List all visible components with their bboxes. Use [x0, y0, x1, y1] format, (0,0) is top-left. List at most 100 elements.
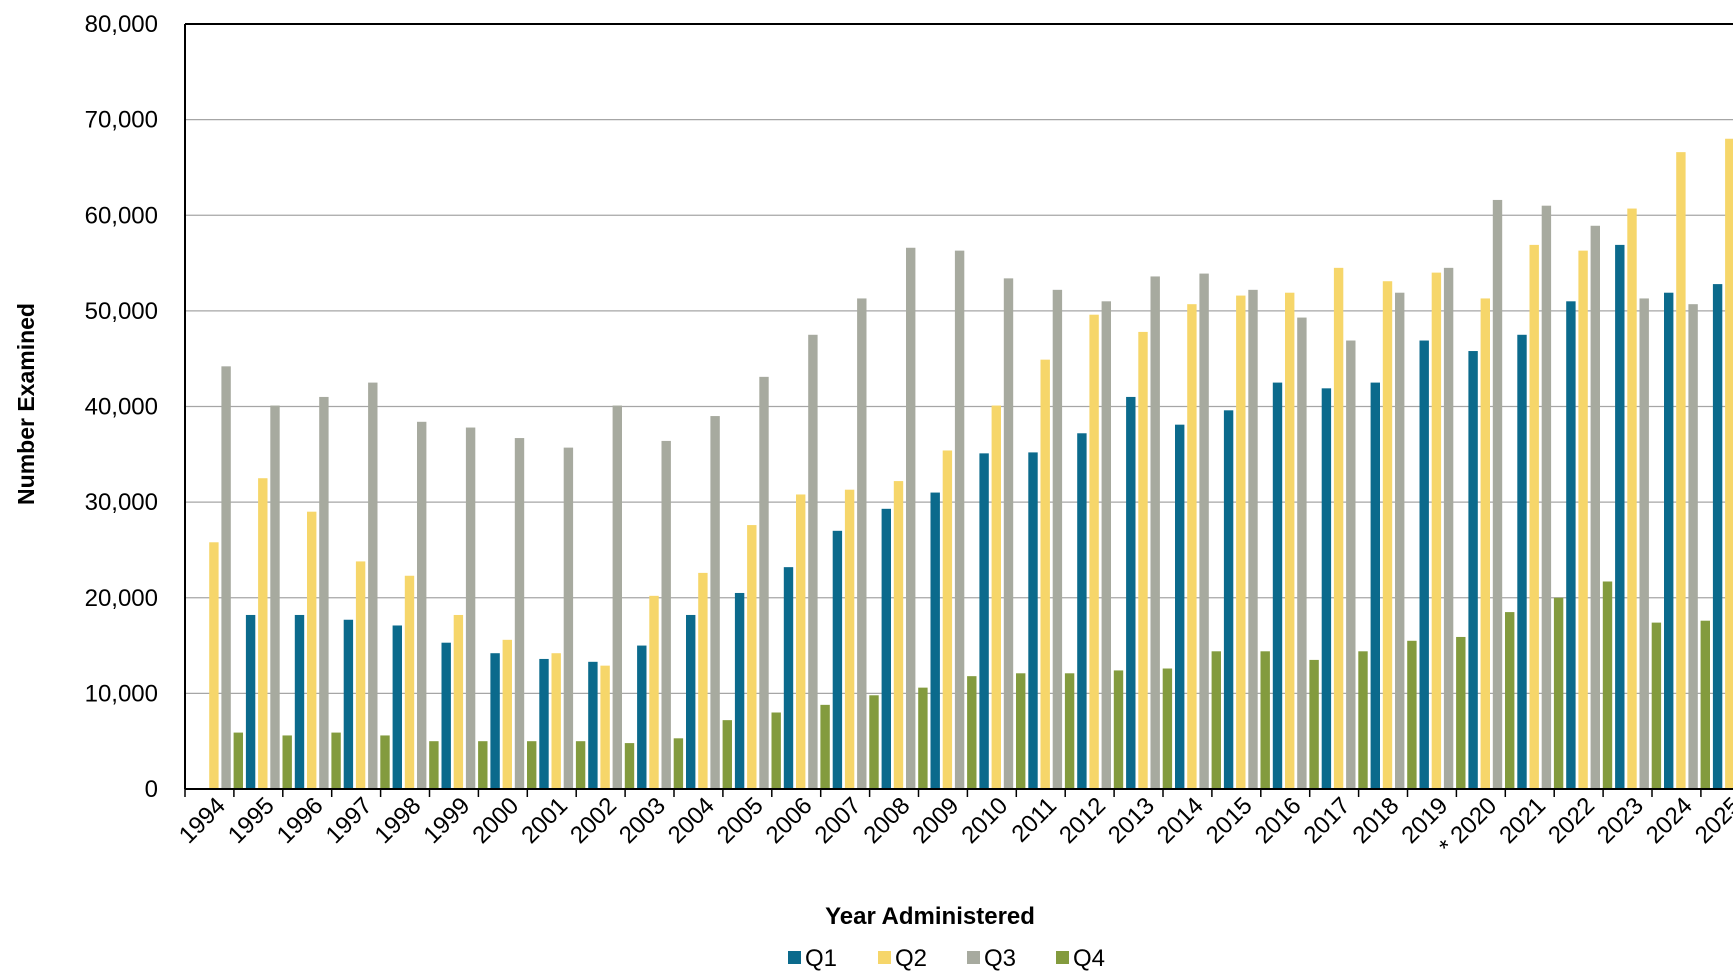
axes — [184, 23, 1733, 797]
bar-q3-1999 — [465, 427, 476, 789]
bar-q1-2025 — [1712, 284, 1723, 789]
bar-q3-2008 — [906, 247, 916, 789]
bar-q2-1995 — [258, 478, 268, 789]
bar-q4-2020 — [1505, 612, 1515, 789]
bar-q3-1998 — [417, 421, 427, 789]
bar-q2-2020 — [1480, 298, 1490, 789]
x-tick-label: 2002 — [565, 792, 622, 849]
bar-q3-2003 — [661, 440, 671, 789]
bar-q1-2005 — [734, 592, 745, 789]
bar-q1-2022 — [1566, 301, 1576, 789]
bar-q2-2000 — [502, 639, 512, 789]
x-tick-label: 2000 — [467, 792, 524, 849]
bar-q3-2018 — [1395, 292, 1405, 789]
bar-q2-2005 — [747, 525, 757, 789]
legend-swatch — [1056, 951, 1069, 964]
bar-q1-2009 — [930, 492, 940, 789]
bar-q3-2023 — [1639, 298, 1649, 789]
bar-q4-2015 — [1260, 651, 1270, 789]
bar-q3-2006 — [808, 334, 818, 789]
x-tick-label: 2016 — [1250, 792, 1307, 849]
y-tick-labels: 0 10,000 20,000 30,000 40,000 50,000 60,000 70,… — [85, 11, 158, 803]
bar-q2-1998 — [404, 575, 415, 789]
bar-q1-2017 — [1321, 388, 1332, 789]
y-tick-label: 80,000 — [85, 11, 158, 38]
legend: Q1 Q2 Q3 Q4 — [788, 945, 1105, 972]
bar-q1-2006 — [783, 567, 794, 789]
x-tick-labels: 1994199519961997199819992000200120022003… — [174, 792, 1733, 860]
bar-q2-2011 — [1040, 359, 1050, 789]
bar-q1-2013 — [1126, 396, 1136, 789]
x-tick-label: 1997 — [321, 792, 378, 849]
bar-q4-2021 — [1553, 597, 1564, 789]
y-tick-label: 10,000 — [85, 680, 158, 707]
bar-q1-2019 — [1419, 340, 1429, 789]
bar-q1-1995 — [245, 614, 256, 789]
legend-label: Q3 — [984, 945, 1016, 972]
x-tick-label: 2007 — [810, 792, 867, 849]
bar-q3-2014 — [1199, 273, 1209, 789]
x-axis-title: Year Administered — [825, 903, 1035, 930]
x-tick-label: 1996 — [272, 792, 329, 849]
legend-swatch — [967, 951, 980, 964]
bar-q4-2022 — [1602, 581, 1613, 789]
bar-q2-2003 — [649, 595, 659, 789]
bar-q4-2013 — [1162, 668, 1173, 789]
x-tick-label: 2024 — [1641, 792, 1698, 849]
bar-q1-2001 — [539, 658, 549, 789]
bar-q2-1997 — [355, 561, 366, 789]
x-tick-label: 2010 — [956, 792, 1013, 849]
legend-item-q2: Q2 — [878, 945, 927, 972]
bar-q1-2018 — [1370, 382, 1380, 789]
bar-q4-2017 — [1358, 651, 1368, 789]
x-tick-label: 2009 — [907, 792, 964, 849]
bar-q3-2013 — [1150, 276, 1160, 789]
bar-q3-2015 — [1248, 289, 1258, 789]
bar-q4-2024 — [1700, 620, 1710, 789]
bar-q1-2000 — [490, 653, 500, 789]
x-tick-label: 2003 — [614, 792, 671, 849]
bar-q1-2020 — [1468, 351, 1478, 789]
bar-q1-2010 — [979, 453, 989, 789]
bar-q4-2010 — [1016, 673, 1026, 789]
bar-q1-2024 — [1664, 292, 1674, 789]
bar-q1-1996 — [294, 614, 305, 789]
x-tick-label: 2015 — [1201, 792, 1258, 849]
bar-q4-2006 — [820, 704, 830, 789]
x-tick-label: 2008 — [859, 792, 916, 849]
bar-q2-2007 — [844, 489, 855, 789]
bar-q3-2004 — [710, 416, 720, 789]
bar-q3-1994 — [221, 366, 231, 789]
bar-q4-2002 — [624, 743, 635, 789]
bar-q3-1997 — [368, 382, 378, 789]
x-tick-label: 2013 — [1103, 792, 1160, 849]
bar-q2-2009 — [942, 450, 953, 789]
legend-label: Q2 — [895, 945, 927, 972]
bar-q4-2016 — [1309, 659, 1319, 789]
x-tick-label: 1994 — [174, 792, 231, 849]
x-tick-label: 1999 — [418, 792, 475, 849]
bar-q4-2023 — [1651, 622, 1662, 789]
bar-q1-2008 — [881, 508, 891, 789]
x-tick-label: 2021 — [1494, 792, 1551, 849]
bar-q2-1994 — [209, 542, 219, 789]
bar-q4-2019 — [1456, 636, 1466, 789]
bar-q2-2025 — [1725, 138, 1733, 789]
bar-q3-2016 — [1297, 317, 1307, 789]
bar-q2-2019 — [1431, 272, 1442, 789]
bar-q4-1998 — [429, 741, 439, 789]
x-tick-label: 2022 — [1543, 792, 1600, 849]
bar-q3-2011 — [1052, 289, 1063, 789]
y-tick-label: 20,000 — [85, 585, 158, 612]
bar-q4-2014 — [1211, 651, 1221, 789]
bar-q1-2003 — [637, 645, 647, 789]
bar-q2-2017 — [1333, 267, 1344, 789]
x-tick-label: 2005 — [712, 792, 769, 849]
bar-q1-1998 — [392, 625, 402, 789]
bar-q2-2010 — [991, 405, 1001, 789]
bar-q1-2023 — [1615, 244, 1625, 790]
bar-q2-2022 — [1578, 250, 1588, 790]
bar-q2-2014 — [1187, 304, 1197, 789]
bar-q2-2001 — [551, 653, 561, 789]
